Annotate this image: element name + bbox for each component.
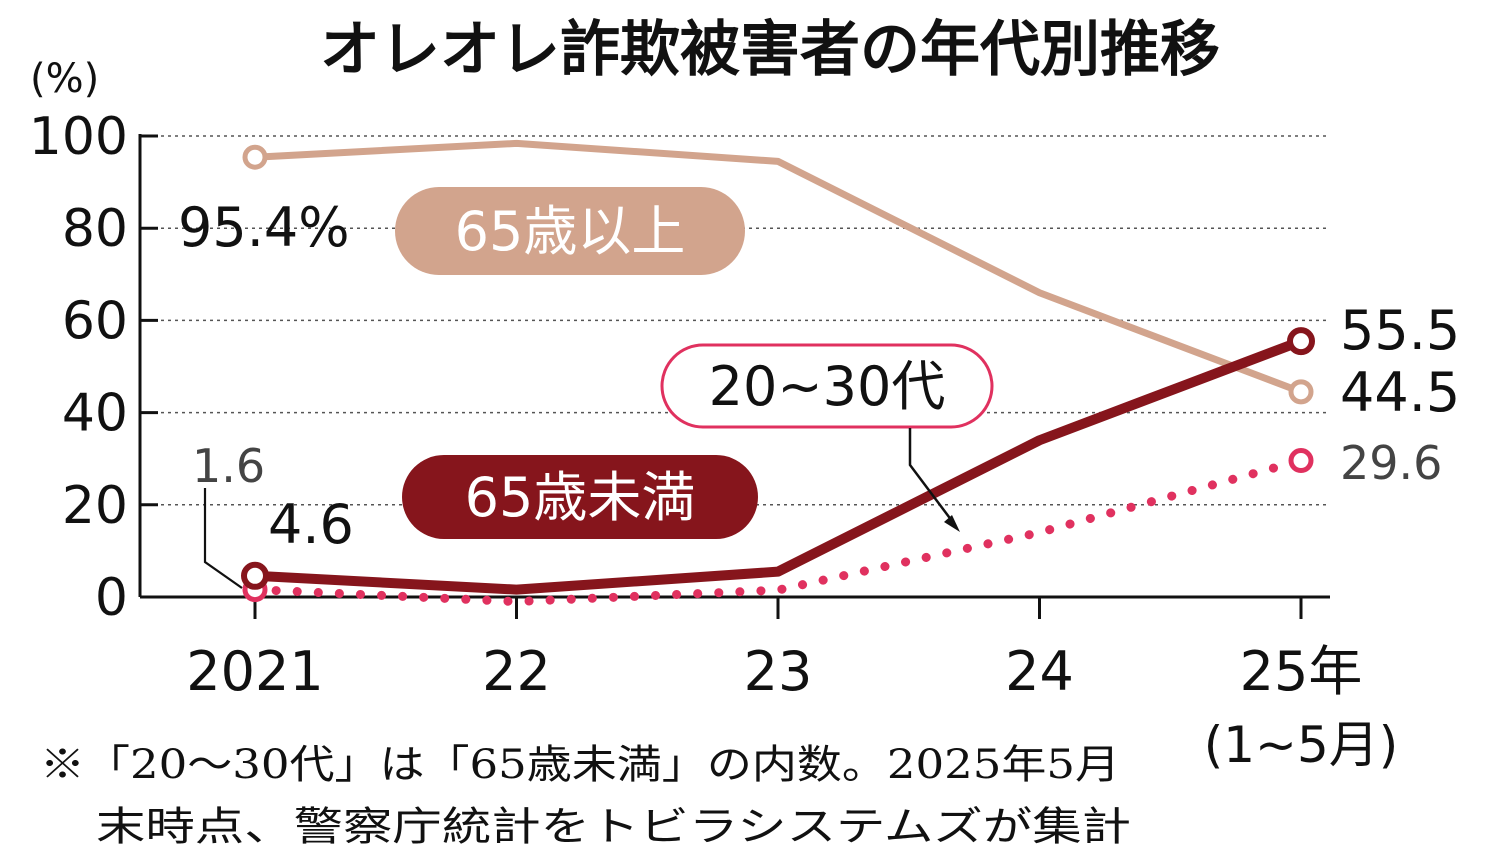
- legend-leader-arrowhead: [944, 515, 960, 532]
- data-point: [1288, 379, 1314, 405]
- series-line-1: [254, 336, 1303, 595]
- data-label: 4.6: [268, 493, 354, 556]
- x-tick-label: 25年: [1240, 640, 1363, 703]
- data-label: 95.4%: [178, 196, 350, 259]
- legend-label: 65歳以上: [455, 200, 686, 263]
- chart-title: オレオレ詐欺被害者の年代別推移: [320, 15, 1220, 85]
- data-label: 29.6: [1340, 436, 1442, 490]
- footnote-line: 末時点、警察庁統計をトビラシステムズが集計: [96, 804, 1131, 850]
- data-label: 44.5: [1340, 361, 1460, 424]
- x-tick-label: 24: [1005, 640, 1074, 703]
- data-label-leader: [203, 488, 243, 589]
- y-tick-label: 60: [62, 291, 128, 351]
- legend-leader-line: [908, 428, 956, 526]
- data-label: 1.6: [192, 439, 265, 493]
- data-point: [242, 144, 268, 170]
- series-line-2: [250, 456, 1306, 607]
- legend-badge-2: [660, 343, 994, 429]
- y-axis-unit-label: (%): [30, 56, 99, 102]
- data-point: [1287, 327, 1315, 356]
- y-tick-label: 20: [62, 476, 128, 536]
- legend-badge-0: [395, 187, 745, 275]
- legend-label: 20~30代: [709, 355, 946, 418]
- y-tick-label: 80: [62, 199, 128, 259]
- footnote-line: ※「20～30代」は「65歳未満」の内数。2025年5月: [40, 742, 1120, 788]
- y-tick-label: 0: [95, 568, 128, 628]
- x-tick-label: 23: [744, 640, 813, 703]
- x-tick-label: 2021: [186, 640, 323, 703]
- data-point: [1288, 448, 1314, 474]
- data-label: 55.5: [1340, 299, 1460, 362]
- legend-badge-1: [402, 455, 758, 539]
- x-tick-sublabel: (1~5月): [1204, 716, 1399, 774]
- data-point: [241, 561, 269, 590]
- y-tick-label: 100: [29, 107, 128, 167]
- legend-label: 65歳未満: [465, 466, 696, 529]
- y-tick-label: 40: [62, 384, 128, 444]
- x-tick-label: 22: [482, 640, 551, 703]
- series-line-0: [254, 139, 1303, 396]
